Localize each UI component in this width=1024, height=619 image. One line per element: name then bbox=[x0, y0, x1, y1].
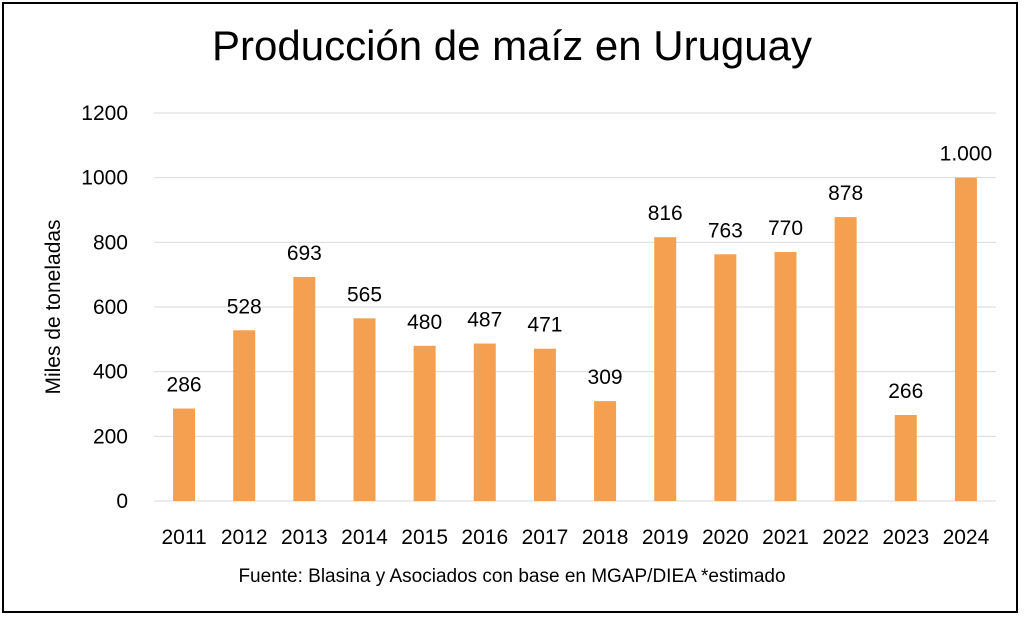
data-label: 693 bbox=[287, 242, 322, 265]
y-tick-label: 800 bbox=[93, 231, 128, 254]
x-tick-label: 2017 bbox=[522, 526, 569, 549]
bar bbox=[533, 348, 556, 501]
x-tick-label: 2019 bbox=[642, 526, 689, 549]
y-tick-label: 200 bbox=[93, 425, 128, 448]
data-label: 286 bbox=[167, 374, 202, 397]
data-label: 1.000 bbox=[940, 143, 993, 166]
bar bbox=[654, 237, 677, 501]
data-label: 471 bbox=[527, 314, 562, 337]
x-tick-label: 2013 bbox=[281, 526, 328, 549]
data-label: 487 bbox=[467, 309, 502, 332]
data-label: 770 bbox=[768, 217, 803, 240]
data-label: 816 bbox=[648, 202, 683, 225]
bar bbox=[954, 177, 977, 501]
bar bbox=[594, 401, 617, 501]
x-tick-label: 2011 bbox=[161, 526, 206, 549]
x-tick-label: 2022 bbox=[822, 526, 869, 549]
x-tick-label: 2024 bbox=[943, 526, 990, 549]
x-tick-label: 2014 bbox=[341, 526, 388, 549]
bar bbox=[413, 345, 436, 501]
data-label: 878 bbox=[828, 182, 863, 205]
bar bbox=[834, 217, 857, 501]
y-tick-label: 0 bbox=[116, 490, 128, 513]
bar bbox=[293, 276, 316, 501]
x-tick-label: 2018 bbox=[582, 526, 629, 549]
x-tick-label: 2021 bbox=[762, 526, 809, 549]
y-tick-label: 400 bbox=[93, 361, 128, 384]
x-tick-label: 2012 bbox=[221, 526, 268, 549]
source-note: Fuente: Blasina y Asociados con base en … bbox=[238, 566, 786, 587]
data-label: 528 bbox=[227, 295, 262, 318]
data-label: 763 bbox=[708, 219, 743, 242]
bar bbox=[353, 318, 376, 501]
data-label: 266 bbox=[888, 380, 923, 403]
bar bbox=[774, 252, 797, 501]
x-tick-label: 2023 bbox=[882, 526, 929, 549]
x-tick-label: 2015 bbox=[401, 526, 448, 549]
x-tick-label: 2016 bbox=[461, 526, 508, 549]
bar bbox=[714, 254, 737, 501]
data-label: 565 bbox=[347, 283, 382, 306]
chart-title: Producción de maíz en Uruguay bbox=[212, 22, 812, 69]
data-label: 480 bbox=[407, 311, 442, 334]
y-tick-label: 600 bbox=[93, 296, 128, 319]
bar bbox=[233, 330, 256, 501]
bar bbox=[173, 408, 196, 501]
x-tick-label: 2020 bbox=[702, 526, 749, 549]
bar bbox=[473, 343, 496, 501]
y-tick-label: 1000 bbox=[81, 167, 128, 190]
bar bbox=[894, 414, 917, 501]
data-label: 309 bbox=[588, 366, 623, 389]
y-tick-label: 1200 bbox=[81, 102, 128, 125]
